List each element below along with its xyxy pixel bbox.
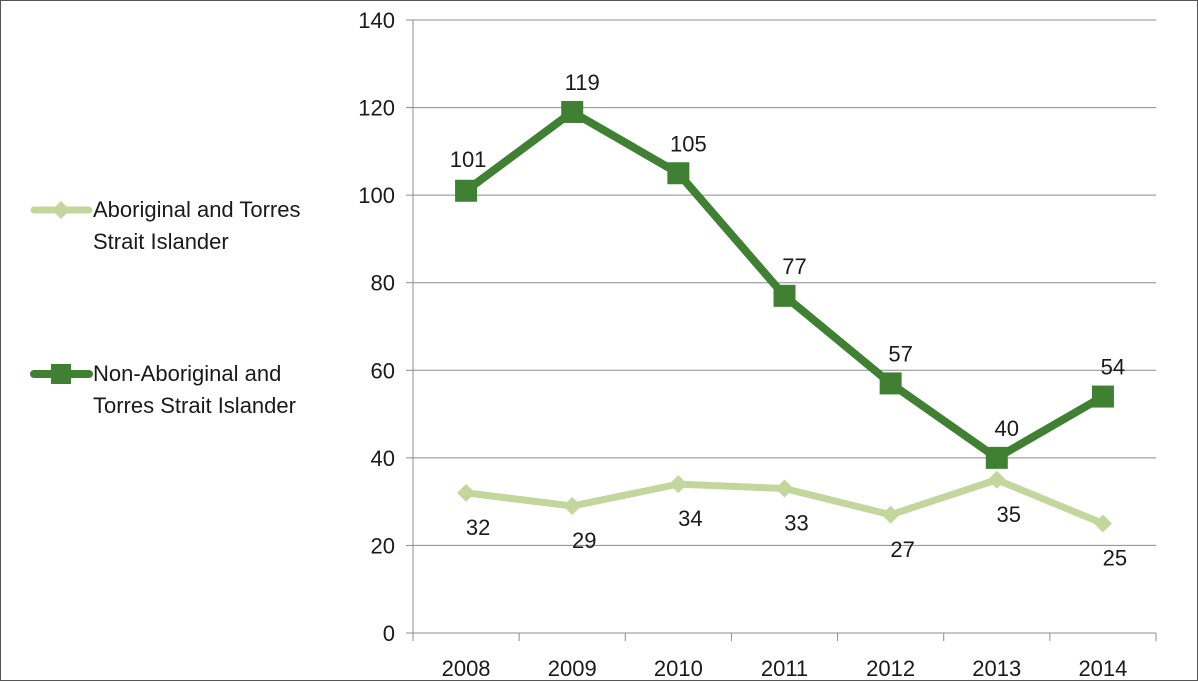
data-label: 34 xyxy=(678,506,702,531)
data-label: 119 xyxy=(565,70,600,95)
x-tick-label: 2013 xyxy=(972,656,1021,681)
legend-diamond-icon xyxy=(52,201,70,219)
data-label: 77 xyxy=(782,254,806,279)
x-tick-label: 2012 xyxy=(866,656,915,681)
data-point-diamond xyxy=(563,497,582,516)
data-label: 101 xyxy=(450,147,487,172)
data-point-diamond xyxy=(669,475,688,494)
legend-item: Aboriginal and Torres Strait Islander xyxy=(30,197,301,254)
data-point-diamond xyxy=(881,505,900,524)
data-point-square xyxy=(1091,385,1114,408)
data-label: 27 xyxy=(890,537,914,562)
series-lines xyxy=(455,100,1114,533)
data-label: 57 xyxy=(888,341,912,366)
y-tick-label: 0 xyxy=(383,621,395,646)
data-label: 32 xyxy=(466,515,490,540)
y-tick-label: 140 xyxy=(358,8,395,33)
y-tick-label: 80 xyxy=(371,271,395,296)
data-point-square xyxy=(985,446,1008,469)
gridlines xyxy=(413,19,1156,546)
y-axis-ticks: 0 20 40 60 80 100 120 140 xyxy=(358,8,395,646)
data-label: 29 xyxy=(572,528,596,553)
x-tick-label: 2009 xyxy=(548,656,597,681)
data-label: 40 xyxy=(995,416,1019,441)
legend-label: Strait Islander xyxy=(93,229,229,254)
data-point-square xyxy=(667,162,690,185)
y-tick-label: 40 xyxy=(371,446,395,471)
x-axis-ticks: 2008 2009 2010 2011 2012 2013 2014 xyxy=(442,656,1128,681)
x-tick-label: 2008 xyxy=(442,656,491,681)
y-tick-label: 100 xyxy=(358,183,395,208)
y-tick-label: 20 xyxy=(371,533,395,558)
legend-label: Aboriginal and Torres xyxy=(93,197,301,222)
data-point-square xyxy=(879,372,902,395)
data-point-diamond xyxy=(1093,514,1112,533)
data-point-square xyxy=(561,100,584,123)
legend-label: Non-Aboriginal and xyxy=(93,361,281,386)
legend-label: Torres Strait Islander xyxy=(93,393,296,418)
data-label: 33 xyxy=(784,511,808,536)
data-point-square xyxy=(773,284,796,307)
series-non-aboriginal xyxy=(455,100,1114,469)
x-tick-label: 2014 xyxy=(1078,656,1127,681)
x-tick-label: 2010 xyxy=(654,656,703,681)
data-label: 25 xyxy=(1103,546,1127,571)
y-tick-label: 120 xyxy=(358,96,395,121)
series-aboriginal xyxy=(457,470,1112,533)
data-point-diamond xyxy=(987,470,1006,489)
data-point-diamond xyxy=(775,479,794,498)
legend-square-icon xyxy=(51,364,71,384)
legend-item: Non-Aboriginal and Torres Strait Islander xyxy=(30,361,296,418)
data-point-square xyxy=(455,179,478,202)
x-tick-label: 2011 xyxy=(761,656,808,681)
data-point-diamond xyxy=(457,483,476,502)
legend: Aboriginal and Torres Strait Islander Non-… xyxy=(30,197,301,418)
data-label: 35 xyxy=(997,502,1021,527)
y-tick-label: 60 xyxy=(371,358,395,383)
data-label: 54 xyxy=(1101,355,1125,380)
data-labels: 32 29 34 33 27 35 25 101 119 105 77 57 40 54 xyxy=(450,70,1127,571)
axes xyxy=(406,19,1157,641)
data-label: 105 xyxy=(670,131,707,156)
